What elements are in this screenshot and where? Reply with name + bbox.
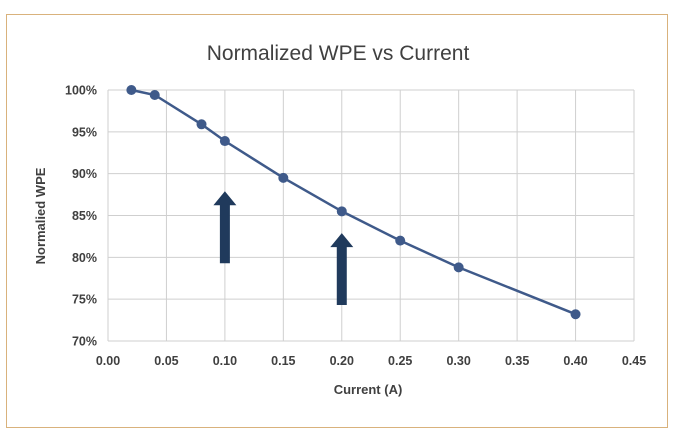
x-tick-label: 0.30 — [446, 354, 470, 368]
x-tick-label: 0.40 — [563, 354, 587, 368]
grid — [107, 89, 635, 342]
chart-title: Normalized WPE vs Current — [207, 42, 470, 65]
x-axis-label: Current (A) — [334, 382, 403, 397]
y-axis-ticks: 70% 75% 80% 85% 90% 95% 100% — [65, 84, 97, 349]
x-tick-label: 0.05 — [154, 354, 178, 368]
data-point — [219, 136, 230, 147]
data-point — [395, 235, 406, 246]
x-tick-label: 0.35 — [505, 354, 529, 368]
arrow-up-icon — [213, 191, 237, 264]
data-point — [336, 206, 347, 217]
y-tick-label: 75% — [72, 293, 97, 307]
chart-frame — [6, 14, 668, 428]
data-point — [570, 309, 581, 320]
data-point — [149, 90, 160, 101]
data-point — [453, 262, 464, 273]
x-tick-label: 0.20 — [330, 354, 354, 368]
x-tick-label: 0.45 — [622, 354, 646, 368]
y-axis-label: Normalied WPE — [33, 167, 48, 264]
series — [126, 85, 581, 320]
arrow-up-icon — [330, 233, 354, 306]
x-axis-ticks: 0.00 0.05 0.10 0.15 0.20 0.25 0.30 0.35 0.40 0.45 — [96, 354, 646, 368]
y-tick-label: 95% — [72, 125, 97, 139]
x-tick-label: 0.00 — [96, 354, 120, 368]
y-tick-label: 100% — [65, 84, 97, 98]
x-tick-label: 0.25 — [388, 354, 412, 368]
x-tick-label: 0.15 — [271, 354, 295, 368]
y-tick-label: 90% — [72, 167, 97, 181]
data-point — [196, 119, 207, 130]
annotations — [213, 191, 354, 306]
x-tick-label: 0.10 — [213, 354, 237, 368]
data-point — [278, 172, 289, 183]
y-tick-label: 70% — [72, 335, 97, 349]
y-tick-label: 80% — [72, 251, 97, 265]
y-tick-label: 85% — [72, 209, 97, 223]
data-point — [126, 85, 137, 95]
